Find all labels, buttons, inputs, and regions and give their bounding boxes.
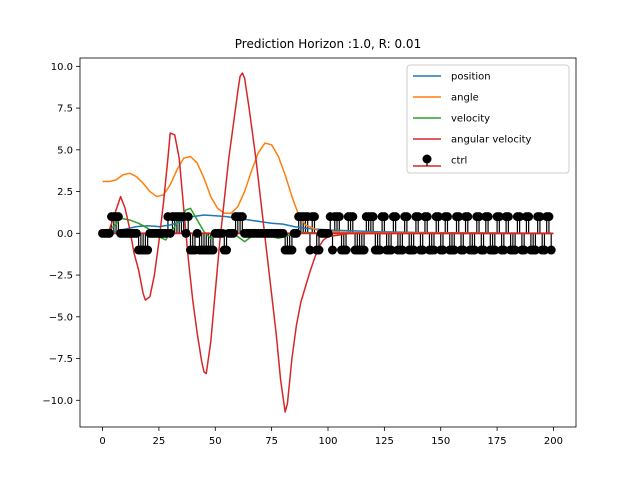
- ctrl-marker: [418, 245, 428, 255]
- ctrl-marker: [422, 212, 432, 222]
- ctrl-marker: [530, 245, 540, 255]
- x-tick-label: 175: [488, 436, 507, 447]
- ctrl-marker: [438, 245, 448, 255]
- ctrl-marker: [449, 245, 459, 255]
- ctrl-marker: [409, 245, 419, 255]
- y-tick-label: 0.0: [57, 229, 73, 240]
- x-tick-label: 75: [265, 436, 278, 447]
- ctrl-marker: [278, 228, 288, 238]
- ctrl-marker: [237, 212, 247, 222]
- y-tick-label: 10.0: [51, 62, 73, 73]
- ctrl-marker: [131, 228, 141, 238]
- ctrl-marker: [413, 212, 423, 222]
- ctrl-marker: [544, 212, 554, 222]
- x-tick-label: 50: [209, 436, 222, 447]
- ctrl-marker: [104, 228, 114, 238]
- legend-marker-swatch: [422, 154, 432, 164]
- ctrl-marker: [494, 212, 504, 222]
- y-tick-label: 2.5: [57, 187, 73, 198]
- y-tick-label: 7.5: [57, 104, 73, 115]
- legend-box: [406, 64, 570, 174]
- y-tick-label: −5.0: [49, 312, 73, 323]
- ctrl-marker: [458, 245, 468, 255]
- ctrl-marker: [386, 245, 396, 255]
- x-tick-label: 200: [544, 436, 563, 447]
- ctrl-marker: [483, 212, 493, 222]
- ctrl-marker: [546, 245, 556, 255]
- ctrl-marker: [539, 245, 549, 255]
- ctrl-marker: [113, 212, 123, 222]
- legend-label: angle: [451, 93, 479, 104]
- legend-label: velocity: [451, 114, 490, 125]
- ctrl-marker: [490, 245, 500, 255]
- ctrl-marker: [524, 212, 534, 222]
- x-tick-label: 125: [375, 436, 394, 447]
- series-line-angle: [102, 142, 554, 235]
- ctrl-marker: [228, 228, 238, 238]
- ctrl-marker: [183, 212, 193, 222]
- ctrl-marker: [503, 212, 513, 222]
- ctrl-marker: [341, 245, 351, 255]
- chart-title: Prediction Horizon :1.0, R: 0.01: [235, 37, 421, 51]
- series-line-angular-velocity: [102, 72, 554, 413]
- ctrl-marker: [402, 212, 412, 222]
- ctrl-marker: [323, 228, 333, 238]
- ctrl-marker: [143, 245, 153, 255]
- ctrl-marker: [314, 245, 324, 255]
- y-tick-label: −7.5: [49, 354, 73, 365]
- legend-label: angular velocity: [451, 135, 532, 146]
- ctrl-markers: [98, 212, 556, 255]
- ctrl-marker: [379, 212, 389, 222]
- ctrl-marker: [348, 212, 358, 222]
- legend: position angle velocity angular velocity ctr…: [406, 64, 570, 174]
- ctrl-marker: [470, 245, 480, 255]
- x-axis-ticks: 0 25 50 75 100 125 150 175 200: [99, 427, 563, 447]
- y-axis-ticks: 10.0 7.5 5.0 2.5 0.0 −2.5 −5.0 −7.5 −10.0: [42, 62, 80, 407]
- ctrl-marker: [463, 212, 473, 222]
- x-tick-label: 100: [318, 436, 337, 447]
- x-tick-label: 25: [153, 436, 166, 447]
- ctrl-marker: [287, 245, 297, 255]
- ctrl-marker: [454, 212, 464, 222]
- ctrl-marker: [192, 228, 202, 238]
- ctrl-marker: [391, 212, 401, 222]
- ctrl-marker: [165, 228, 175, 238]
- plot-area: [98, 72, 556, 413]
- y-tick-label: −2.5: [49, 271, 73, 282]
- ctrl-marker: [474, 212, 484, 222]
- ctrl-marker: [368, 212, 378, 222]
- x-tick-label: 0: [99, 436, 105, 447]
- ctrl-marker: [499, 245, 509, 255]
- legend-label: position: [451, 72, 491, 83]
- ctrl-marker: [515, 212, 525, 222]
- ctrl-marker: [359, 245, 369, 255]
- ctrl-marker: [433, 212, 443, 222]
- ctrl-marker: [375, 245, 385, 255]
- ctrl-marker: [305, 245, 315, 255]
- ctrl-marker: [328, 245, 338, 255]
- ctrl-marker: [181, 228, 191, 238]
- ctrl-marker: [217, 228, 227, 238]
- y-tick-label: 5.0: [57, 145, 73, 156]
- ctrl-marker: [535, 212, 545, 222]
- ctrl-marker: [510, 245, 520, 255]
- ctrl-marker: [519, 245, 529, 255]
- ctrl-marker: [291, 228, 301, 238]
- ctrl-marker: [309, 212, 319, 222]
- ctrl-marker: [397, 245, 407, 255]
- x-tick-label: 150: [431, 436, 450, 447]
- ctrl-marker: [208, 245, 218, 255]
- ctrl-marker: [429, 245, 439, 255]
- ctrl-marker: [479, 245, 489, 255]
- ctrl-marker: [222, 245, 232, 255]
- ctrl-marker: [442, 212, 452, 222]
- y-tick-label: −10.0: [42, 396, 73, 407]
- legend-label: ctrl: [451, 156, 467, 167]
- legend-items: position angle velocity angular velocity ctr…: [413, 72, 532, 167]
- ctrl-marker: [334, 212, 344, 222]
